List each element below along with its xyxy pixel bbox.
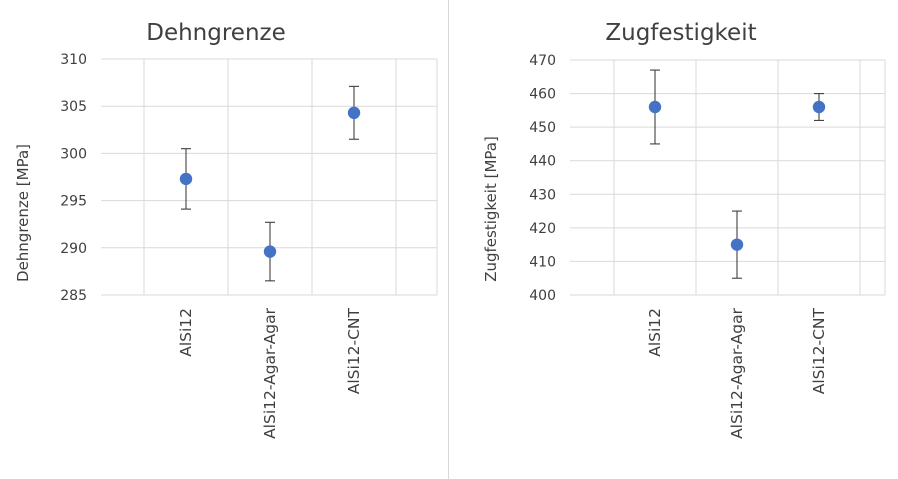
y-tick-label: 290: [60, 241, 87, 257]
data-point: [730, 238, 744, 251]
x-tick-label: AlSi12-Agar-Agar: [728, 307, 746, 439]
y-tick-label: 305: [60, 99, 87, 115]
data-point: [263, 245, 277, 258]
y-tick-label: 430: [529, 187, 556, 203]
x-tick-label: AlSi12-Agar-Agar: [261, 307, 279, 439]
chart-title: Zugfestigkeit: [605, 20, 756, 46]
data-point: [812, 100, 826, 114]
chart-panel-dehngrenze: Dehngrenze Dehngrenze [MPa] 285 290 295 300…: [14, 20, 438, 439]
y-tick-label: 300: [60, 146, 87, 162]
y-axis-label: Zugfestigkeit [MPa]: [482, 136, 500, 282]
y-tick-label: 410: [529, 254, 556, 270]
y-axis-label: Dehngrenze [MPa]: [14, 144, 32, 282]
data-point: [347, 106, 361, 120]
y-tick-labels: 400 410 420 430 440 450 460 470: [529, 53, 556, 304]
y-tick-label: 400: [529, 288, 556, 304]
y-tick-label: 470: [529, 53, 556, 69]
y-tick-label: 420: [529, 221, 556, 237]
data-points: [179, 106, 361, 258]
gridlines: [101, 58, 438, 296]
y-tick-label: 450: [529, 120, 556, 136]
x-tick-label: AlSi12-CNT: [810, 307, 828, 394]
x-tick-label: AlSi12: [177, 308, 195, 357]
chart-panel-zugfestigkeit: Zugfestigkeit Zugfestigkeit [MPa] 400 410…: [482, 20, 886, 439]
x-tick-label: AlSi12: [646, 308, 664, 357]
data-point: [179, 172, 193, 186]
y-tick-label: 310: [60, 52, 87, 68]
y-tick-label: 295: [60, 194, 87, 210]
x-tick-label: AlSi12-CNT: [345, 307, 363, 394]
data-points: [648, 100, 826, 251]
y-tick-labels: 285 290 295 300 305 310: [60, 52, 87, 304]
x-tick-labels: AlSi12 AlSi12-Agar-Agar AlSi12-CNT: [646, 307, 828, 439]
y-tick-label: 440: [529, 154, 556, 170]
x-tick-labels: AlSi12 AlSi12-Agar-Agar AlSi12-CNT: [177, 307, 363, 439]
y-tick-label: 285: [60, 288, 87, 304]
chart-title: Dehngrenze: [146, 20, 286, 46]
data-point: [648, 100, 662, 114]
y-tick-label: 460: [529, 87, 556, 103]
gridlines: [570, 59, 886, 296]
